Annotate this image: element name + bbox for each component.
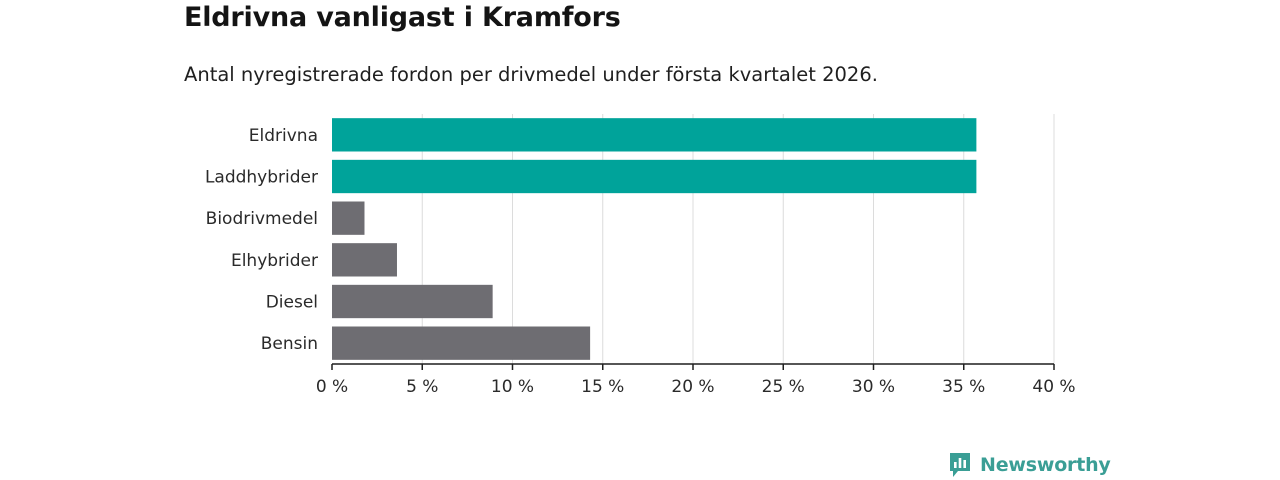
bar-biodrivmedel: [332, 201, 365, 235]
bar-laddhybrider: [332, 159, 977, 194]
x-axis: 0 % 5 % 10 % 15 % 20 % 25 % 30 % 35 % 40 %: [316, 363, 1076, 397]
x-tick-label: 30 %: [852, 377, 895, 397]
chart-subtitle: Antal nyregistrerade fordon per drivmede…: [184, 63, 878, 86]
x-tick-label: 10 %: [491, 377, 534, 397]
chart-title: Eldrivna vanligast i Kramfors: [184, 2, 621, 33]
category-label: Bensin: [261, 334, 318, 354]
category-label: Eldrivna: [249, 126, 318, 146]
category-label: Elhybrider: [231, 251, 318, 271]
bar-diesel: [332, 284, 493, 319]
category-label: Diesel: [266, 293, 318, 313]
bar-bensin: [332, 326, 591, 360]
x-tick-label: 35 %: [942, 377, 985, 397]
x-tick-label: 15 %: [581, 377, 624, 397]
category-label: Biodrivmedel: [206, 209, 318, 229]
bar-eldrivna: [332, 118, 977, 152]
bars: [332, 118, 977, 360]
x-tick-label: 25 %: [762, 377, 805, 397]
x-tick-label: 5 %: [406, 377, 438, 397]
x-tick-label: 40 %: [1032, 377, 1075, 397]
logo-text: Newsworthy: [980, 454, 1111, 476]
newsworthy-logo: Newsworthy: [948, 450, 1111, 480]
bar-elhybrider: [332, 243, 397, 277]
x-tick-label: 0 %: [316, 377, 348, 397]
category-labels: Eldrivna Laddhybrider Biodrivmedel Elhybrid…: [205, 126, 318, 354]
category-label: Laddhybrider: [205, 168, 318, 188]
gridlines: [421, 114, 1055, 364]
bar-chart-speech-bubble-icon: [950, 453, 970, 477]
x-tick-label: 20 %: [671, 377, 714, 397]
